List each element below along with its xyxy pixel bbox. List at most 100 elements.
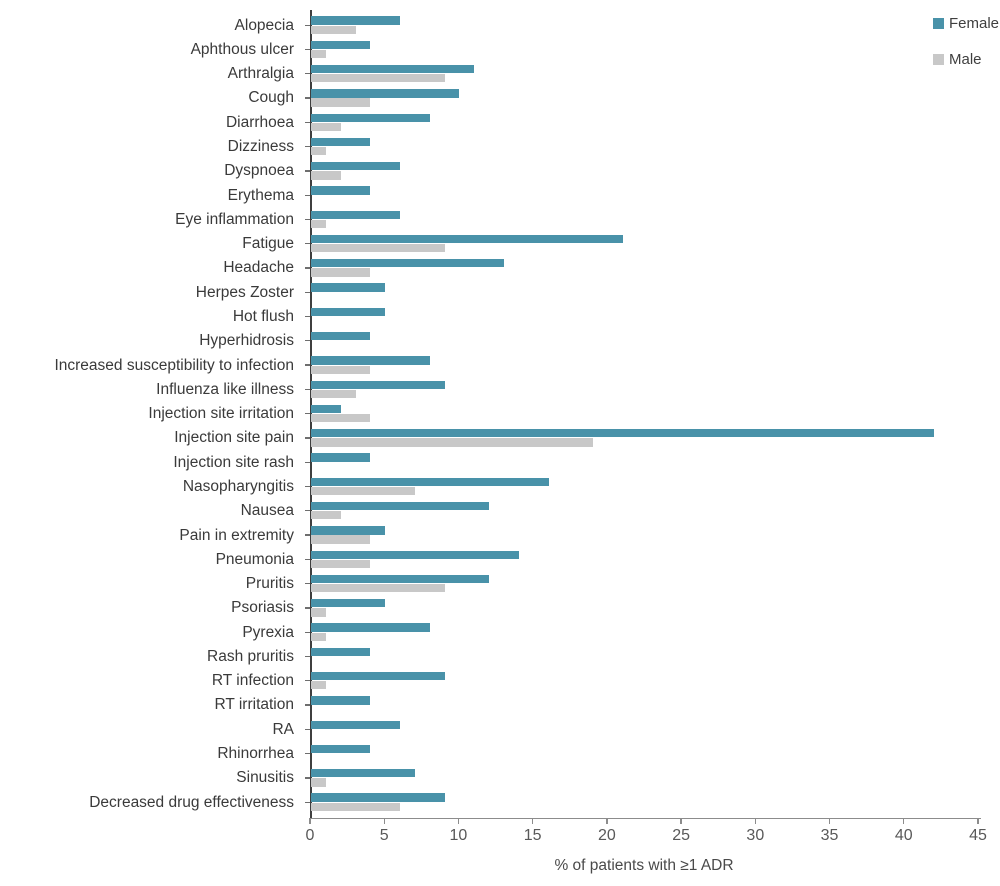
male-bar: [311, 778, 326, 787]
category-label: Dyspnoea: [224, 162, 294, 180]
y-tick: [305, 291, 310, 293]
male-bar: [311, 608, 326, 617]
x-tick-label: 10: [449, 827, 468, 844]
male-bar: [311, 802, 401, 811]
y-tick: [305, 777, 310, 779]
y-tick: [305, 218, 310, 221]
x-tick: [309, 818, 311, 824]
category-label: Headache: [223, 259, 294, 277]
y-tick: [305, 315, 310, 318]
y-tick: [305, 728, 310, 730]
x-tick-label: 45: [969, 827, 987, 844]
y-tick: [305, 121, 310, 123]
male-bar: [311, 219, 326, 229]
male-bar: [311, 25, 356, 34]
y-tick: [305, 24, 310, 26]
x-tick: [532, 818, 534, 824]
y-tick: [305, 413, 310, 415]
female-bar: [311, 769, 415, 778]
female-bar: [311, 307, 386, 317]
female-bar: [311, 186, 371, 195]
female-bar: [311, 89, 460, 98]
category-label: Injection site rash: [173, 453, 294, 471]
legend-label-male: Male: [949, 51, 982, 68]
female-bar: [311, 404, 341, 414]
x-tick-label: 0: [305, 827, 315, 844]
male-bar: [311, 632, 326, 641]
female-bar: [311, 453, 371, 462]
male-bar: [311, 171, 341, 180]
category-label: Cough: [248, 89, 294, 107]
female-bar: [311, 356, 430, 365]
female-bar: [311, 550, 519, 559]
female-bar: [311, 623, 430, 632]
male-bar: [311, 438, 594, 447]
legend-label-female: Female: [949, 15, 1000, 32]
category-label: Nausea: [240, 502, 294, 520]
female-bar: [311, 380, 445, 389]
female-bar: [311, 40, 371, 49]
category-label: Aphthous ulcer: [190, 40, 294, 58]
x-tick-label: 40: [894, 827, 913, 844]
female-bar: [311, 696, 371, 705]
y-tick: [305, 170, 310, 172]
male-bar: [311, 74, 445, 83]
y-tick: [305, 267, 310, 269]
male-bar: [311, 98, 371, 107]
male-bar: [311, 511, 341, 520]
y-tick: [305, 680, 310, 682]
y-tick: [305, 655, 310, 658]
legend-item-female: Female: [933, 15, 999, 32]
female-swatch-icon: [933, 18, 944, 29]
x-tick: [903, 818, 905, 824]
male-swatch-icon: [933, 54, 944, 65]
x-tick-label: 30: [746, 827, 765, 844]
category-label: Alopecia: [234, 16, 294, 34]
category-label: RA: [272, 720, 294, 738]
category-label: Psoriasis: [231, 599, 294, 617]
category-label: Nasopharyngitis: [182, 477, 294, 495]
male-bar: [311, 122, 341, 132]
y-tick: [305, 510, 310, 512]
male-bar: [311, 486, 415, 496]
female-bar: [311, 720, 401, 729]
female-bar: [311, 210, 401, 219]
y-tick: [305, 145, 310, 148]
category-label: Diarrhoea: [225, 113, 294, 131]
female-bar: [311, 137, 371, 147]
x-tick-label: 15: [523, 827, 542, 844]
female-bar: [311, 113, 430, 122]
male-bar: [311, 414, 371, 423]
legend-item-male: Male: [933, 51, 999, 68]
x-tick: [457, 818, 460, 824]
y-tick: [305, 97, 310, 99]
category-label: RT irritation: [214, 696, 294, 714]
female-bar: [311, 526, 386, 535]
x-tick-label: 5: [379, 827, 389, 844]
y-tick: [305, 631, 310, 633]
category-label: Herpes Zoster: [195, 283, 294, 301]
category-label: Influenza like illness: [156, 380, 294, 398]
category-label: Dizziness: [227, 138, 294, 156]
y-tick: [305, 461, 310, 463]
legend: Female Male: [933, 15, 999, 87]
x-tick: [828, 818, 831, 824]
y-tick: [305, 437, 310, 439]
female-bar: [311, 744, 371, 754]
male-bar: [311, 559, 371, 569]
male-bar: [311, 49, 326, 59]
female-bar: [311, 793, 445, 802]
male-bar: [311, 365, 371, 374]
x-tick: [383, 818, 385, 824]
category-label: Sinusitis: [236, 769, 294, 787]
category-label: Injection site irritation: [148, 405, 294, 423]
category-label: Hot flush: [232, 308, 294, 325]
y-axis-line: [310, 10, 312, 818]
category-label: RT infection: [211, 672, 294, 690]
category-label: Increased susceptibility to infection: [54, 356, 294, 374]
category-label: Fatigue: [242, 235, 294, 253]
male-bar: [311, 681, 326, 690]
category-label: Pruritis: [245, 575, 294, 593]
female-bar: [311, 332, 371, 341]
